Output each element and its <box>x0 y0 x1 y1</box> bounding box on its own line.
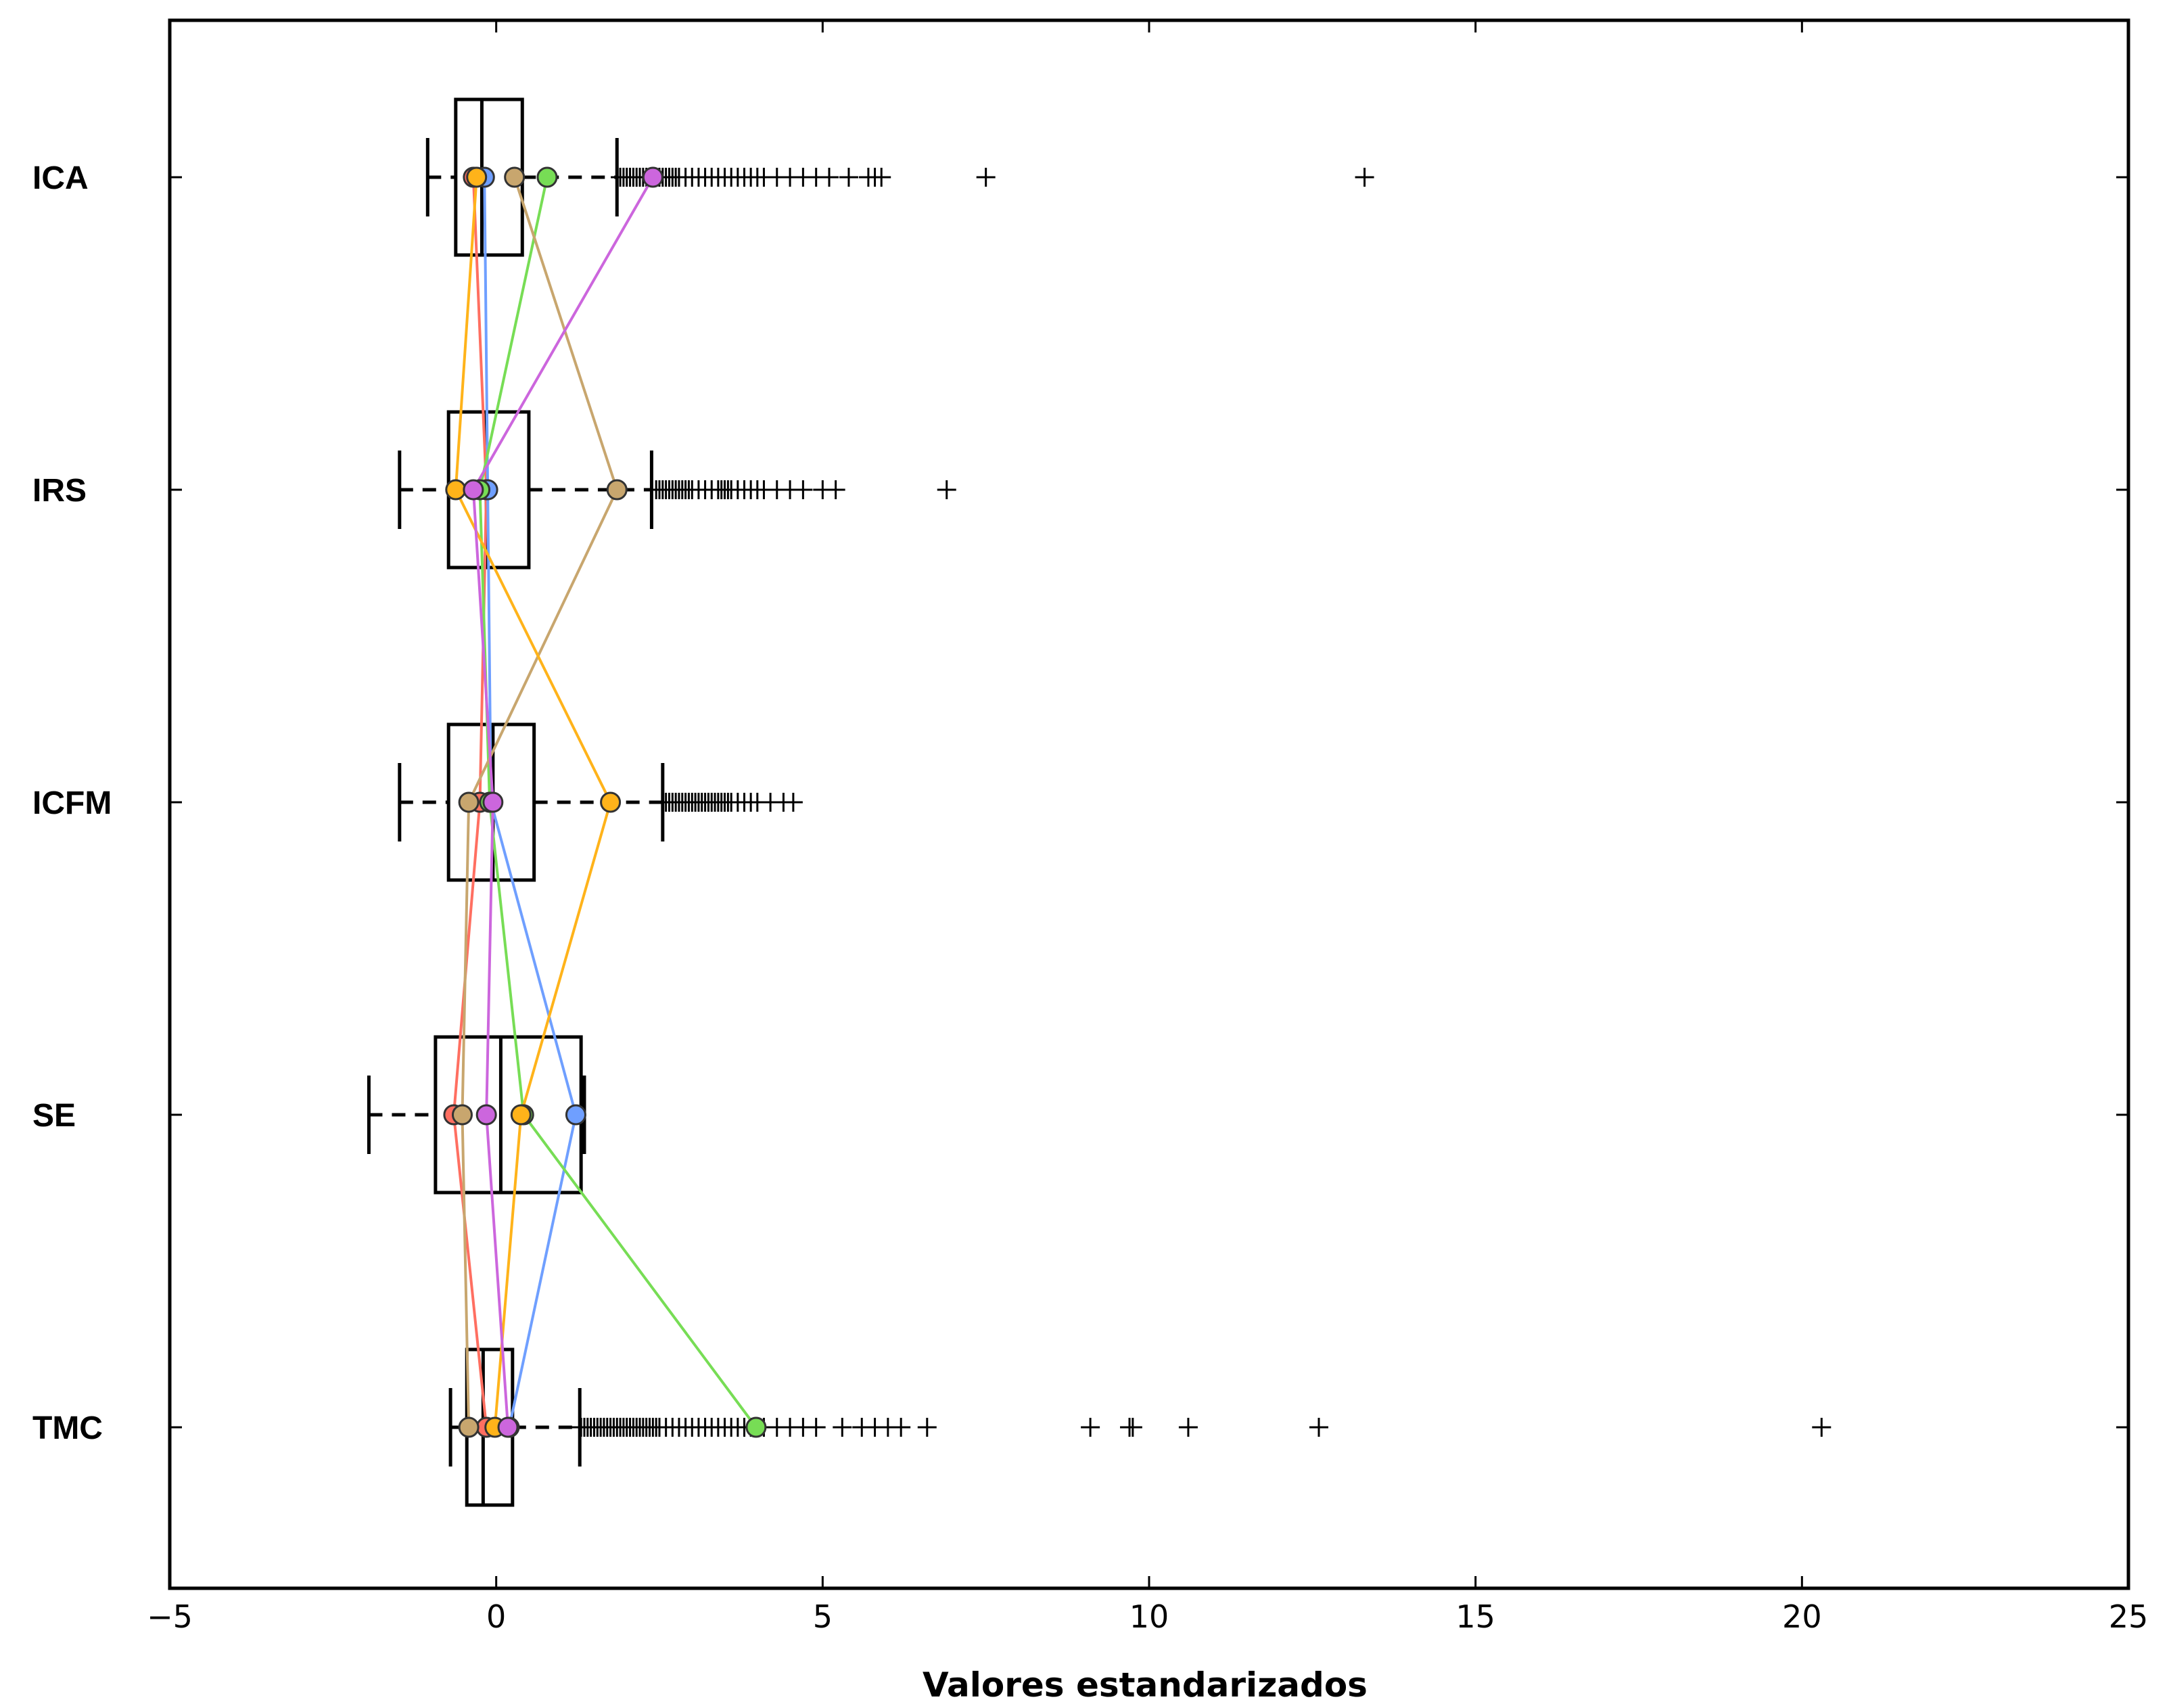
outlier-markers <box>572 168 1832 1437</box>
series-point <box>642 166 663 188</box>
x-axis: −5 0 5 10 15 20 25 <box>147 20 2148 1635</box>
outlier-marker <box>1081 1418 1100 1437</box>
outlier-marker <box>976 168 996 187</box>
series-point <box>482 791 504 813</box>
x-axis-title: Valores estandarizados <box>923 1665 1368 1705</box>
series-point <box>504 166 526 188</box>
x-tick-label: 10 <box>1129 1598 1169 1635</box>
outlier-marker <box>1178 1418 1198 1437</box>
outlier-marker <box>937 480 956 499</box>
outlier-marker <box>783 793 803 812</box>
series-point <box>458 1416 480 1438</box>
outlier-marker <box>819 168 839 187</box>
series-point <box>475 1104 497 1126</box>
x-tick-label: 25 <box>2109 1598 2149 1635</box>
series-point <box>606 479 628 501</box>
outlier-marker <box>1309 1418 1328 1437</box>
series-point <box>497 1416 519 1438</box>
category-label: SE <box>32 1098 76 1134</box>
outlier-marker <box>1812 1418 1832 1437</box>
series-point <box>463 479 484 501</box>
category-label: TMC <box>32 1410 103 1446</box>
series-point <box>466 166 488 188</box>
outlier-marker <box>839 168 858 187</box>
series-point <box>536 166 558 188</box>
outlier-marker <box>1123 1418 1142 1437</box>
category-labels: ICA IRS ICFM SE TMC <box>32 160 112 1446</box>
outlier-marker <box>806 1418 826 1437</box>
outlier-marker <box>872 168 891 187</box>
series-point <box>451 1104 473 1126</box>
outlier-marker <box>826 480 845 499</box>
category-label: IRS <box>32 473 87 509</box>
series-point <box>565 1104 586 1126</box>
outlier-marker <box>917 1418 937 1437</box>
y-axis-ticks <box>170 176 2128 1429</box>
category-label: ICFM <box>32 785 112 821</box>
series-point <box>510 1104 532 1126</box>
series-point <box>445 479 467 501</box>
x-tick-label: 0 <box>486 1598 506 1635</box>
outlier-marker <box>833 1418 852 1437</box>
x-tick-label: −5 <box>147 1598 193 1635</box>
outlier-marker <box>793 480 813 499</box>
x-tick-label: 5 <box>813 1598 833 1635</box>
series-points <box>443 166 767 1438</box>
series-point <box>745 1416 767 1438</box>
x-tick-label: 15 <box>1455 1598 1495 1635</box>
outlier-marker <box>1355 168 1374 187</box>
category-label: ICA <box>32 160 89 196</box>
series-point <box>600 791 622 813</box>
outlier-marker <box>891 1418 911 1437</box>
series-point <box>458 791 480 813</box>
x-tick-label: 20 <box>1782 1598 1822 1635</box>
